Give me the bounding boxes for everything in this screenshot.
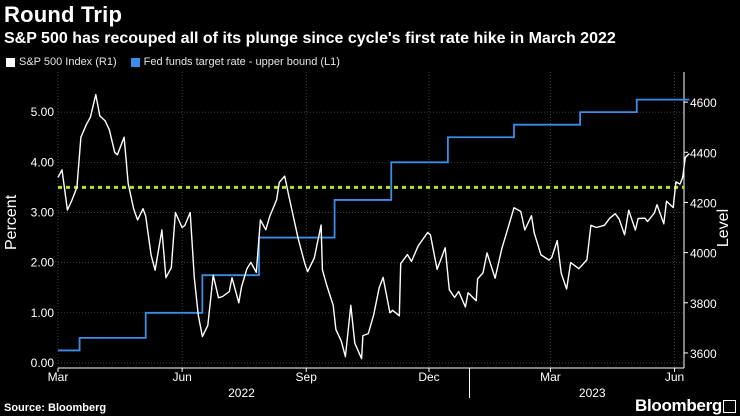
right-tick-label: 4600 [690,96,717,110]
x-month-label: Jun [665,370,684,384]
x-month-label: Mar [48,370,69,384]
right-tick-label: 4000 [690,247,717,261]
y-axis-title-right: Level [715,209,732,247]
series-group [57,93,690,360]
right-tick-label: 4400 [690,146,717,160]
bloomberg-mark-icon [723,400,736,413]
series-spx-line [57,93,690,360]
legend-swatch-spx [6,57,15,67]
chart-title: Round Trip [4,2,123,27]
x-year-label: 2023 [579,386,606,400]
tick-labels: 0.00 1.00 2.00 3.00 4.00 5.00 3600 3800 4000 4200… [3,96,732,400]
x-month-label: Dec [418,370,439,384]
bloomberg-logo: Bloomberg [634,396,722,415]
left-tick-label: 1.00 [31,306,55,320]
left-tick-label: 3.00 [31,205,55,219]
gridlines [57,72,684,368]
legend: S&P 500 Index (R1) Fed funds target rate… [6,56,340,68]
x-month-label: Mar [540,370,561,384]
left-tick-label: 4.00 [31,155,55,169]
axes [57,72,688,398]
x-month-label: Jun [172,370,191,384]
chart-subtitle: S&P 500 has recouped all of its plunge s… [4,30,616,47]
legend-label-fed: Fed funds target rate - upper bound (L1) [143,56,340,68]
legend-item-spx: S&P 500 Index (R1) [6,56,117,68]
legend-item-fed: Fed funds target rate - upper bound (L1) [130,56,340,68]
right-tick-label: 3600 [690,347,717,361]
left-tick-label: 2.00 [31,256,55,270]
legend-label-spx: S&P 500 Index (R1) [19,56,117,68]
right-tick-label: 4200 [690,196,717,210]
x-year-label: 2022 [228,386,255,400]
left-tick-label: 5.00 [31,105,55,119]
y-axis-title-left: Percent [3,194,20,250]
x-month-label: Sep [296,370,318,384]
left-tick-label: 0.00 [31,356,55,370]
series-fed-funds-line [58,98,690,352]
legend-swatch-fed [130,57,140,67]
source-note: Source: Bloomberg [4,402,107,414]
right-tick-label: 3800 [690,297,717,311]
